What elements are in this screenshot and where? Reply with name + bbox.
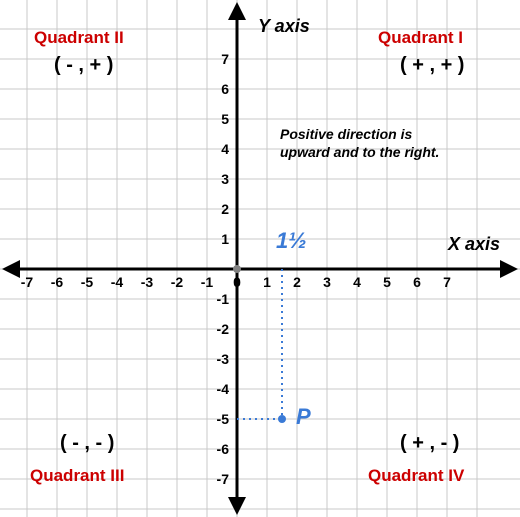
svg-text:-7: -7	[21, 274, 34, 290]
direction-note: Positive direction is upward and to the …	[280, 126, 439, 161]
svg-text:-7: -7	[217, 471, 230, 487]
coordinate-plane: -7-6-5-4-3-2-101234567-7-6-5-4-3-2-11234…	[0, 0, 520, 517]
svg-text:4: 4	[353, 274, 361, 290]
svg-text:2: 2	[221, 201, 229, 217]
quadrant-4-sign: ( + , - )	[400, 432, 459, 455]
svg-text:1: 1	[221, 231, 229, 247]
point-label: P	[296, 404, 311, 430]
svg-text:-1: -1	[217, 291, 230, 307]
svg-text:7: 7	[221, 51, 229, 67]
note-line-2: upward and to the right.	[280, 144, 439, 160]
quadrant-4-title: Quadrant IV	[368, 466, 464, 486]
quadrant-1-title: Quadrant I	[378, 28, 463, 48]
svg-text:-4: -4	[111, 274, 124, 290]
svg-text:-1: -1	[201, 274, 214, 290]
svg-text:-3: -3	[141, 274, 154, 290]
svg-text:-6: -6	[217, 441, 230, 457]
y-axis-label: Y axis	[258, 16, 310, 37]
svg-text:3: 3	[221, 171, 229, 187]
svg-text:5: 5	[221, 111, 229, 127]
point-x-value: 1½	[276, 228, 307, 254]
quadrant-2-title: Quadrant II	[34, 28, 124, 48]
svg-text:-4: -4	[217, 381, 230, 397]
svg-text:2: 2	[293, 274, 301, 290]
svg-text:-2: -2	[171, 274, 184, 290]
svg-text:-5: -5	[217, 411, 230, 427]
quadrant-3-title: Quadrant III	[30, 466, 124, 486]
svg-text:3: 3	[323, 274, 331, 290]
svg-text:-2: -2	[217, 321, 230, 337]
svg-text:-5: -5	[81, 274, 94, 290]
svg-text:5: 5	[383, 274, 391, 290]
quadrant-2-sign: ( - , + )	[54, 54, 113, 77]
svg-text:6: 6	[413, 274, 421, 290]
x-axis-label: X axis	[448, 234, 500, 255]
quadrant-3-sign: ( - , - )	[60, 432, 114, 455]
svg-text:-6: -6	[51, 274, 64, 290]
note-line-1: Positive direction is	[280, 126, 412, 142]
quadrant-1-sign: ( + , + )	[400, 54, 464, 77]
svg-text:1: 1	[263, 274, 271, 290]
svg-text:7: 7	[443, 274, 451, 290]
svg-text:-3: -3	[217, 351, 230, 367]
svg-text:4: 4	[221, 141, 229, 157]
svg-text:0: 0	[233, 274, 241, 290]
svg-text:6: 6	[221, 81, 229, 97]
